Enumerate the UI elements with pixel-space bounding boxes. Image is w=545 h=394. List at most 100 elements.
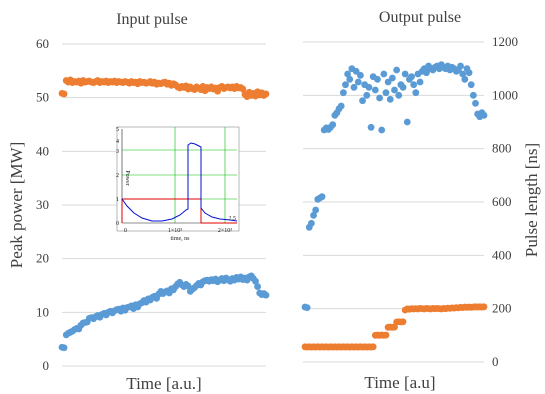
- right-data-point: [408, 73, 415, 81]
- right-data-point: [469, 91, 477, 99]
- left-y-tick-label: 50: [36, 90, 49, 105]
- right-data-point: [423, 69, 430, 77]
- inset-x-axis-label: time, ns: [171, 236, 191, 242]
- right-y-tick-label: 0: [492, 354, 499, 369]
- right-data-point: [350, 83, 358, 91]
- left-data-points: [58, 76, 270, 352]
- right-data-point: [346, 75, 354, 83]
- right-data-point: [393, 66, 401, 74]
- right-y-tick-label: 1200: [492, 34, 518, 49]
- inset-end-label: 2.5: [229, 216, 237, 222]
- right-data-point: [457, 62, 464, 70]
- right-data-point: [480, 303, 488, 311]
- left-y-axis-title: Peak power [MW]: [7, 142, 26, 269]
- inset-xtick-0: 0: [124, 228, 127, 234]
- right-data-point: [329, 121, 337, 129]
- left-y-tick-labels: 0 10 20 30 40 50 60: [36, 36, 49, 373]
- right-data-point: [465, 69, 473, 77]
- inset-xtick-2: 2×10³: [218, 228, 232, 234]
- right-data-points: [301, 61, 488, 351]
- right-data-point: [339, 89, 347, 97]
- right-data-point: [318, 193, 326, 201]
- right-data-point: [416, 78, 424, 86]
- right-data-point: [354, 78, 362, 86]
- right-data-point: [303, 304, 311, 311]
- right-data-point: [307, 219, 315, 227]
- right-y-tick-label: 200: [492, 301, 512, 316]
- left-chart-title: Input pulse: [116, 11, 188, 28]
- inset-xtick-1: 1×10³: [168, 228, 182, 234]
- left-data-point: [252, 277, 259, 285]
- left-data-point: [254, 283, 261, 290]
- right-data-point: [401, 70, 409, 78]
- left-data-point: [60, 344, 68, 352]
- right-x-axis-title: Time [a.u]: [364, 373, 435, 392]
- left-y-tick-label: 20: [36, 251, 49, 266]
- right-data-point: [380, 70, 388, 78]
- inset-blue-curve: [121, 142, 238, 222]
- right-data-point: [363, 91, 371, 99]
- right-data-point: [382, 331, 390, 339]
- right-data-point: [378, 126, 386, 134]
- inset-ytick-3: 3: [116, 149, 119, 155]
- right-y-tick-label: 600: [492, 194, 512, 209]
- right-data-point: [388, 74, 396, 82]
- left-y-tick-label: 40: [36, 143, 49, 158]
- right-y-tick-label: 400: [492, 247, 512, 262]
- inset-ytick-0: 0: [116, 221, 119, 227]
- left-y-tick-label: 10: [36, 304, 49, 319]
- right-data-point: [472, 99, 479, 107]
- inset-ytick-5: 5: [116, 127, 119, 133]
- right-data-point: [384, 78, 392, 86]
- right-y-tick-label: 800: [492, 141, 512, 156]
- right-data-point: [459, 70, 467, 78]
- left-y-tick-label: 30: [36, 197, 49, 212]
- inset-ytick-1: 1: [116, 197, 119, 203]
- left-data-point: [239, 85, 247, 93]
- left-y-tick-label: 0: [43, 358, 50, 373]
- right-data-point: [352, 67, 360, 75]
- right-data-point: [403, 118, 411, 126]
- left-data-point: [262, 291, 270, 299]
- right-data-point: [344, 70, 352, 78]
- right-data-point: [391, 86, 398, 94]
- right-data-point: [371, 86, 379, 94]
- right-data-point: [365, 83, 373, 91]
- right-data-point: [410, 81, 418, 89]
- left-data-point: [60, 90, 68, 98]
- right-data-point: [369, 343, 377, 351]
- left-data-point: [262, 90, 270, 98]
- right-data-point: [461, 75, 469, 83]
- inset-y-tick-labels: 0 1 2 3 4 5: [116, 127, 119, 227]
- right-y-tick-labels: 0 200 400 600 800 1000 1200: [492, 34, 518, 369]
- right-data-point: [480, 111, 488, 119]
- right-data-point: [357, 71, 364, 79]
- right-data-point: [312, 206, 320, 214]
- right-data-point: [399, 83, 407, 91]
- right-data-point: [467, 81, 475, 89]
- right-data-point: [386, 95, 394, 103]
- right-data-point: [359, 97, 366, 105]
- right-y-tick-label: 1000: [492, 87, 518, 102]
- right-data-point: [395, 91, 403, 99]
- right-data-point: [337, 102, 345, 110]
- right-y-axis-title: Pulse length [ns]: [522, 143, 541, 257]
- inset-plot: 0 1 2 3 4 5 0 1×10³ 2×10³ time, ns Power…: [116, 126, 240, 242]
- right-data-point: [342, 81, 349, 89]
- inset-frame: [116, 126, 240, 232]
- inset-ytick-2: 2: [116, 173, 119, 179]
- right-data-point: [382, 89, 390, 97]
- inset-ytick-4: 4: [116, 139, 119, 145]
- right-data-point: [374, 75, 381, 83]
- right-data-point: [367, 123, 375, 131]
- right-data-point: [376, 94, 383, 102]
- left-y-tick-label: 60: [36, 36, 49, 51]
- right-data-point: [399, 318, 407, 326]
- right-chart-title: Output pulse: [379, 9, 461, 26]
- left-x-axis-title: Time [a.u.]: [126, 374, 201, 393]
- right-data-point: [412, 89, 420, 97]
- inset-y-axis-label: Power: [124, 170, 130, 185]
- right-data-point: [310, 211, 317, 219]
